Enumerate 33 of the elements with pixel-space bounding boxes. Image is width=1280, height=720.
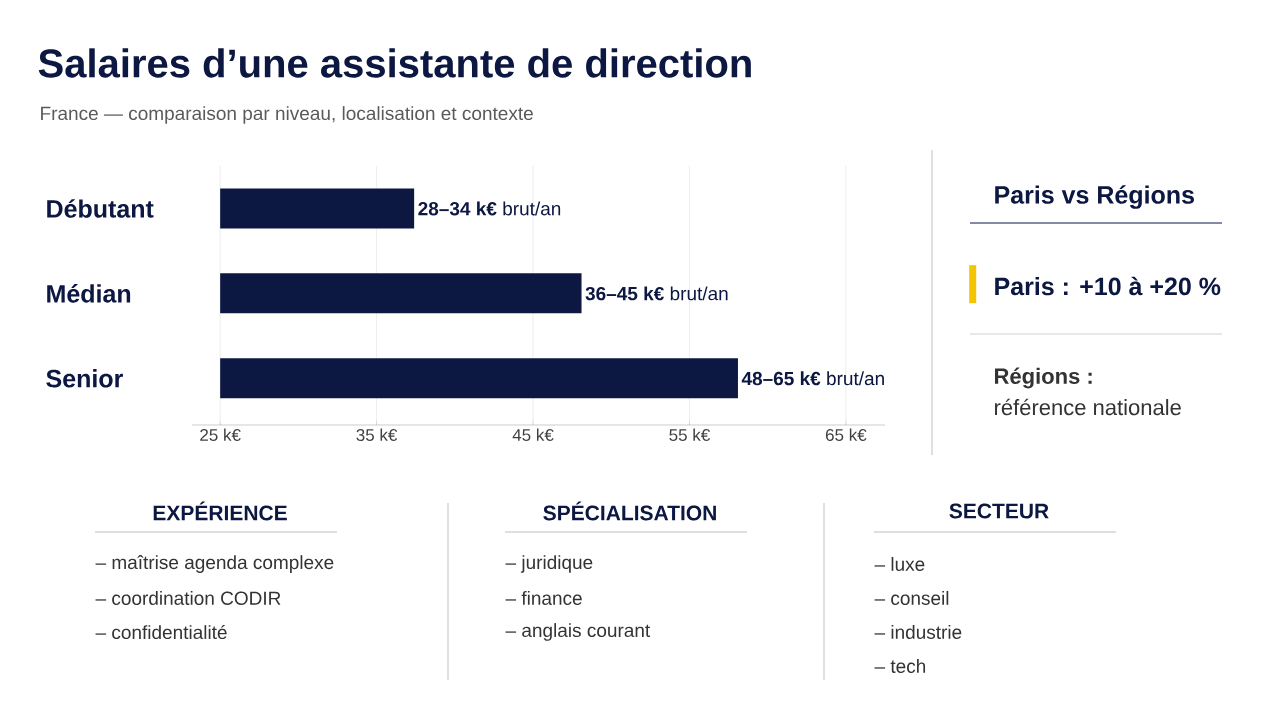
bar (220, 358, 738, 399)
data-label: 28–34 k€ brut/an (418, 201, 561, 216)
text: Paris vs Régions (995, 185, 1194, 209)
data-label: 48–65 k€ brut/an (741, 371, 884, 386)
text: – finance (505, 591, 582, 605)
text: Paris : +10 à +20 % (995, 276, 1221, 296)
text: – tech (874, 659, 926, 673)
bar (220, 273, 582, 314)
y-tick-label: Senior (46, 369, 123, 388)
chart-subtitle: France — comparaison par niveau, localisation et contexte (41, 106, 533, 124)
text: – anglais courant (505, 623, 651, 641)
x-tick-label: 25 k€ (200, 428, 241, 442)
chart-title: Salaires d’une assistante de direction (38, 48, 751, 78)
text: – juridique (505, 555, 593, 573)
text: – conseil (874, 591, 949, 605)
text: – coordination CODIR (95, 591, 281, 605)
x-tick-label: 35 k€ (356, 428, 398, 442)
text: Régions : (995, 367, 1092, 389)
text: EXPÉRIENCE (153, 501, 287, 521)
x-tick-label: 45 k€ (512, 428, 554, 442)
text: – luxe (874, 557, 925, 571)
text: SPÉCIALISATION (543, 501, 716, 521)
text: référence nationale (995, 398, 1181, 416)
x-tick-label: 65 k€ (825, 428, 867, 442)
bar (220, 188, 415, 229)
y-tick-label: Débutant (47, 199, 154, 218)
data-label: 36–45 k€ brut/an (585, 286, 728, 301)
x-tick-label: 55 k€ (669, 428, 710, 442)
text: SECTEUR (949, 503, 1049, 519)
y-tick-label: Médian (47, 284, 131, 303)
text: – industrie (874, 625, 962, 639)
text: – maîtrise agenda complexe (95, 555, 334, 573)
text: – confidentialité (95, 624, 227, 640)
